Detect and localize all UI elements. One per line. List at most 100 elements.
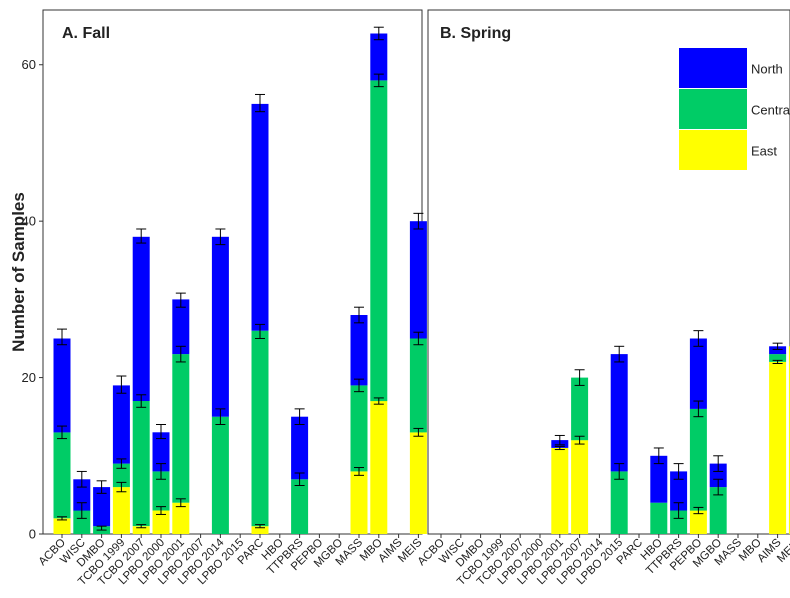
bar-segment-east [172,502,190,534]
error-bar [413,331,424,346]
bar-segment-north [132,236,150,401]
panel-fall-error-bars [57,26,424,531]
panel-fall-bars [53,33,427,534]
panel-spring-error-bars [554,330,783,519]
bar-segment-north [152,432,170,472]
error-bar [156,506,166,515]
error-bar [413,427,424,437]
error-bar [574,435,585,445]
bar-segment-central [152,471,170,511]
error-bar [373,26,384,41]
y-tick-label: 40 [22,214,36,229]
bar-segment-east [788,346,790,534]
bar-segment-central [709,487,727,534]
legend: North Central East [679,48,790,170]
error-bar [554,445,565,451]
error-bar [255,323,265,339]
error-bar [116,458,127,469]
error-bar [96,525,107,531]
bar-segment-north [769,346,787,355]
bar-segment-central [571,377,589,441]
bar-segment-north [670,471,688,511]
bar-segment-central [73,510,91,534]
error-bar [76,502,87,519]
y-axis-label: Number of Samples [9,192,28,352]
bar-segment-north [53,338,71,433]
error-bar [116,481,127,493]
bar-segment-central [610,471,628,534]
panel-spring-frame [427,9,790,535]
error-bar [175,292,186,308]
error-bar [215,228,226,246]
error-bar [693,506,704,515]
bar-segment-east [251,526,269,534]
error-bar [693,330,704,347]
bar-segment-central [409,338,427,433]
error-bar [255,524,265,529]
bar-segment-central [53,432,71,519]
bar-segment-north [93,487,111,527]
bar-segment-east [409,432,427,534]
error-bar [693,400,704,418]
bar-segment-central [291,479,309,534]
error-bar [354,467,364,476]
bar-segment-east [53,518,71,534]
error-bar [614,463,625,480]
error-bar [96,480,107,494]
error-bar [373,397,384,405]
bar-segment-central [689,408,707,511]
error-bar [156,424,166,440]
bar-segment-east [571,440,589,534]
error-bar [215,408,226,426]
bar-segment-north [409,221,427,339]
bar-segment-north [370,33,388,81]
error-bar [175,345,186,363]
bar-segment-central [251,330,269,527]
error-bar [57,516,67,521]
bar-segment-north [610,354,628,472]
panel-fall-title: A. Fall [62,25,110,42]
error-bar [136,394,147,408]
panel-fall-y-ticks: 0 20 40 60 [22,57,43,542]
error-bar [175,498,186,508]
bar-segment-east [152,510,170,534]
bar-segment-central [112,463,130,488]
error-bar [772,359,783,365]
error-bar [156,463,166,480]
error-bar [136,228,147,244]
bar-segment-north [251,103,269,331]
bar-segment-central [172,354,190,503]
legend-swatch-east [679,130,747,170]
error-bar [373,73,384,88]
error-bar [57,425,67,440]
error-bar [772,342,783,350]
bar-segment-central [132,401,150,527]
bar-segment-central [370,80,388,402]
error-bar [413,212,424,230]
bar-segment-east [689,510,707,534]
y-tick-label: 60 [22,57,36,72]
bar-segment-north [291,416,309,480]
legend-swatch-north [679,48,747,88]
error-bar [614,345,625,363]
error-bar [354,306,364,324]
bar-segment-east [112,487,130,534]
y-tick-label: 0 [29,527,36,542]
legend-label-north: North [751,62,783,77]
bar-segment-central [211,416,229,534]
error-bar [354,378,364,393]
bar-segment-east [769,361,787,534]
error-bar [294,408,305,426]
error-bar [76,470,87,488]
bar-segment-north [350,315,368,386]
error-bar [57,328,67,346]
bar-segment-north [689,338,707,409]
legend-label-central: Central [751,103,790,118]
y-tick-label: 20 [22,370,36,385]
error-bar [574,369,585,386]
error-bar [116,375,127,394]
error-bar [673,463,684,480]
